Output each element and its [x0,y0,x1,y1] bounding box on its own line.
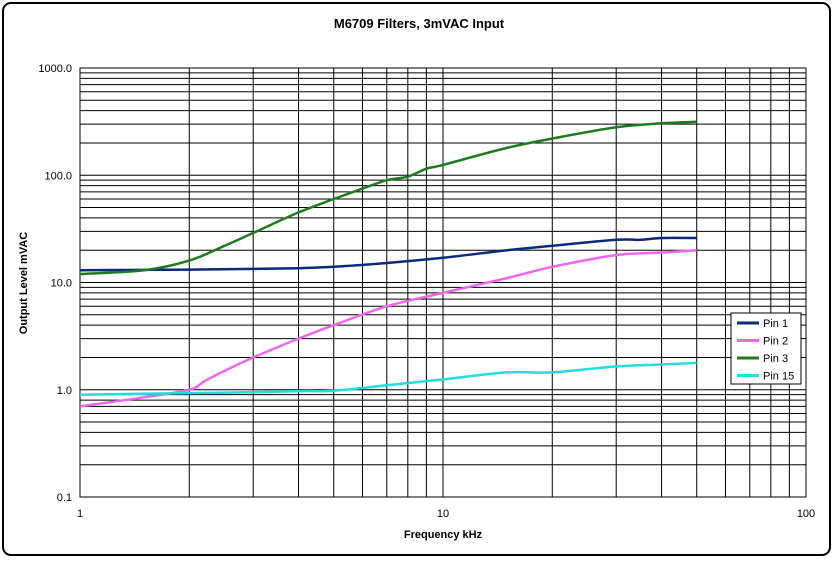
series-lines [79,120,697,408]
x-tick-label: 100 [797,508,815,520]
legend-box [730,312,802,385]
y-tick-label: 0.1 [57,492,72,504]
y-tick-label: 1000.0 [38,63,72,75]
series-line-pin-15 [79,361,697,396]
legend-label: Pin 15 [763,371,794,383]
legend: Pin 1 Pin 2 Pin 3 Pin 15 [730,312,802,385]
x-tick-label: 1 [77,508,83,520]
y-tick-label: 100.0 [44,170,72,182]
legend-label: Pin 3 [763,353,788,365]
x-tick-label: 10 [437,508,449,520]
series-line-pin-3 [79,120,697,276]
legend-label: Pin 2 [763,336,788,348]
grid-lines [80,68,806,497]
y-axis-label: Output Level mVAC [18,232,30,335]
tick-labels: 1 10 100 0.1 1.0 10.0 100.0 1000.0 [38,63,815,520]
y-tick-label: 1.0 [57,385,72,397]
series-line-pin-2 [79,248,697,408]
chart-title: M6709 Filters, 3mVAC Input [334,16,505,31]
y-tick-label: 10.0 [51,278,72,290]
series-line-pin-1 [79,236,697,272]
x-axis-label: Frequency kHz [404,529,483,541]
legend-label: Pin 1 [763,318,788,330]
